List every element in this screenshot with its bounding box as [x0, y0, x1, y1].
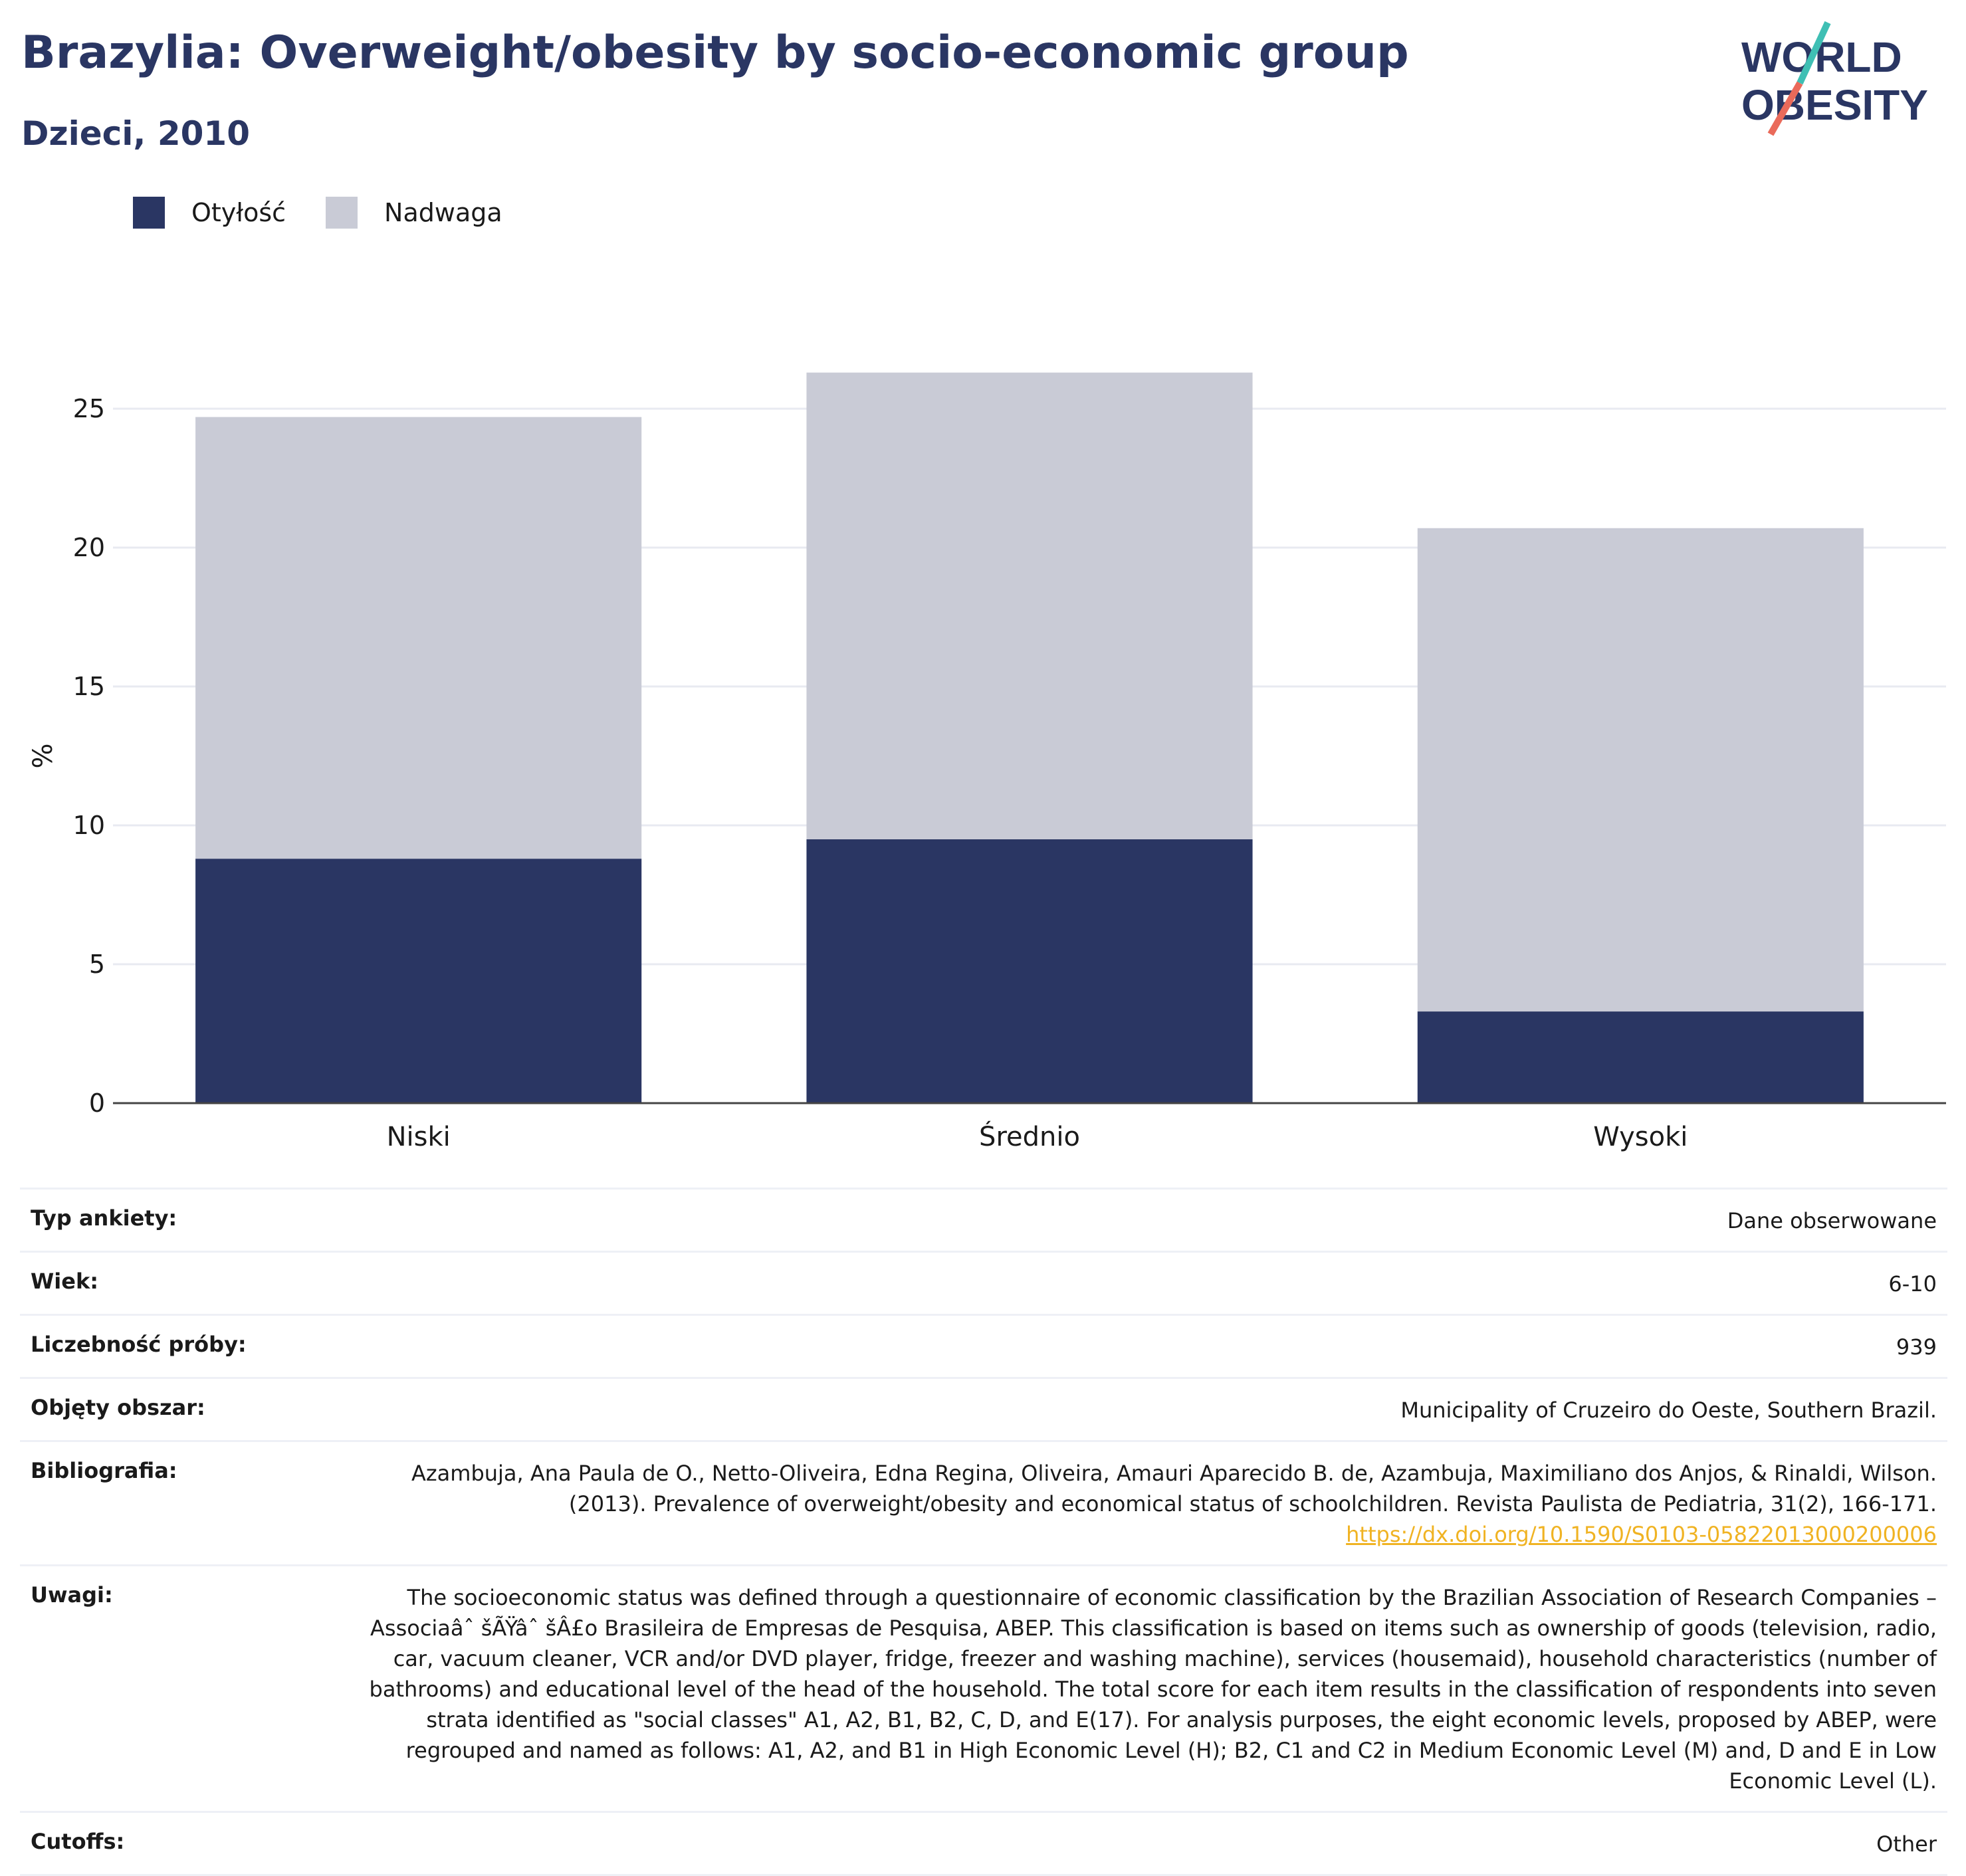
info-label-cutoffs: Cutoffs: [31, 1829, 125, 1854]
info-value-cutoffs: Other [1876, 1831, 1937, 1857]
legend-item-obesity[interactable]: Otyłość [133, 197, 286, 229]
info-label-sample-size: Liczebność próby: [31, 1332, 247, 1357]
chart-title: Brazylia: Overweight/obesity by socio-ec… [21, 27, 1409, 79]
chart-subtitle: Dzieci, 2010 [21, 114, 250, 153]
info-table: Typ ankiety: Dane obserwowane Wiek: 6-10… [20, 1188, 1947, 1876]
world-obesity-logo: WORLD OBESITY [1741, 21, 1928, 136]
info-value-bibliography: Azambuja, Ana Paula de O., Netto-Oliveir… [368, 1458, 1937, 1550]
info-row-bibliography: Bibliografia: Azambuja, Ana Paula de O.,… [20, 1440, 1947, 1564]
bar-overweight-2[interactable] [1417, 528, 1864, 1012]
y-tick-label: 20 [73, 533, 105, 562]
info-label-survey-type: Typ ankiety: [31, 1205, 177, 1231]
info-value-sample-size: 939 [1896, 1334, 1937, 1360]
info-row-sample-size: Liczebność próby: 939 [20, 1314, 1947, 1377]
info-label-age: Wiek: [31, 1269, 99, 1294]
info-label-area: Objęty obszar: [31, 1395, 205, 1420]
logo-text-obesity: OBESITY [1741, 81, 1928, 129]
info-row-survey-type: Typ ankiety: Dane obserwowane [20, 1188, 1947, 1251]
y-tick-label: 25 [73, 394, 105, 423]
y-tick-label: 10 [73, 811, 105, 840]
legend-label-obesity: Otyłość [191, 198, 286, 227]
info-value-survey-type: Dane obserwowane [1727, 1208, 1937, 1233]
y-tick-label: 0 [89, 1089, 105, 1118]
logo-slash-teal [1797, 21, 1831, 85]
y-axis-label: % [28, 743, 58, 768]
bar-overweight-1[interactable] [806, 372, 1253, 839]
stacked-bar-chart: 0 5 10 15 20 25% Niski Średnio Wysoki [28, 372, 1946, 1152]
y-tick-label: 5 [89, 950, 105, 979]
bars [195, 372, 1864, 1103]
info-value-age: 6-10 [1888, 1271, 1937, 1297]
info-row-notes: Uwagi: The socioeconomic status was defi… [20, 1564, 1947, 1811]
bibliography-doi-link[interactable]: https://dx.doi.org/10.1590/S0103-0582201… [1346, 1522, 1937, 1547]
bar-overweight-0[interactable] [195, 417, 642, 859]
chart-legend: Otyłość Nadwaga [133, 197, 542, 229]
x-tick-label: Niski [387, 1122, 451, 1152]
info-row-cutoffs: Cutoffs: Other [20, 1811, 1947, 1876]
legend-label-overweight: Nadwaga [384, 198, 502, 227]
bar-obesity-0[interactable] [195, 859, 642, 1103]
x-axis: Niski Średnio Wysoki [113, 1102, 1946, 1152]
y-axis: 0 5 10 15 20 25% [28, 394, 105, 1118]
info-value-notes: The socioeconomic status was defined thr… [369, 1585, 1937, 1794]
info-label-notes: Uwagi: [31, 1582, 113, 1608]
x-tick-label: Średnio [979, 1120, 1080, 1152]
legend-swatch-obesity [133, 197, 165, 229]
y-tick-label: 15 [73, 672, 105, 701]
info-value-area: Municipality of Cruzeiro do Oeste, South… [1400, 1398, 1937, 1423]
info-label-bibliography: Bibliografia: [31, 1458, 177, 1483]
bar-obesity-2[interactable] [1417, 1011, 1864, 1103]
legend-swatch-overweight [326, 197, 358, 229]
x-tick-label: Wysoki [1593, 1122, 1688, 1152]
logo-slash-coral [1767, 81, 1803, 136]
info-row-area: Objęty obszar: Municipality of Cruzeiro … [20, 1377, 1947, 1440]
bar-obesity-1[interactable] [806, 839, 1253, 1103]
legend-item-overweight[interactable]: Nadwaga [326, 197, 502, 229]
bibliography-text: Azambuja, Ana Paula de O., Netto-Oliveir… [411, 1461, 1937, 1516]
info-row-age: Wiek: 6-10 [20, 1251, 1947, 1314]
